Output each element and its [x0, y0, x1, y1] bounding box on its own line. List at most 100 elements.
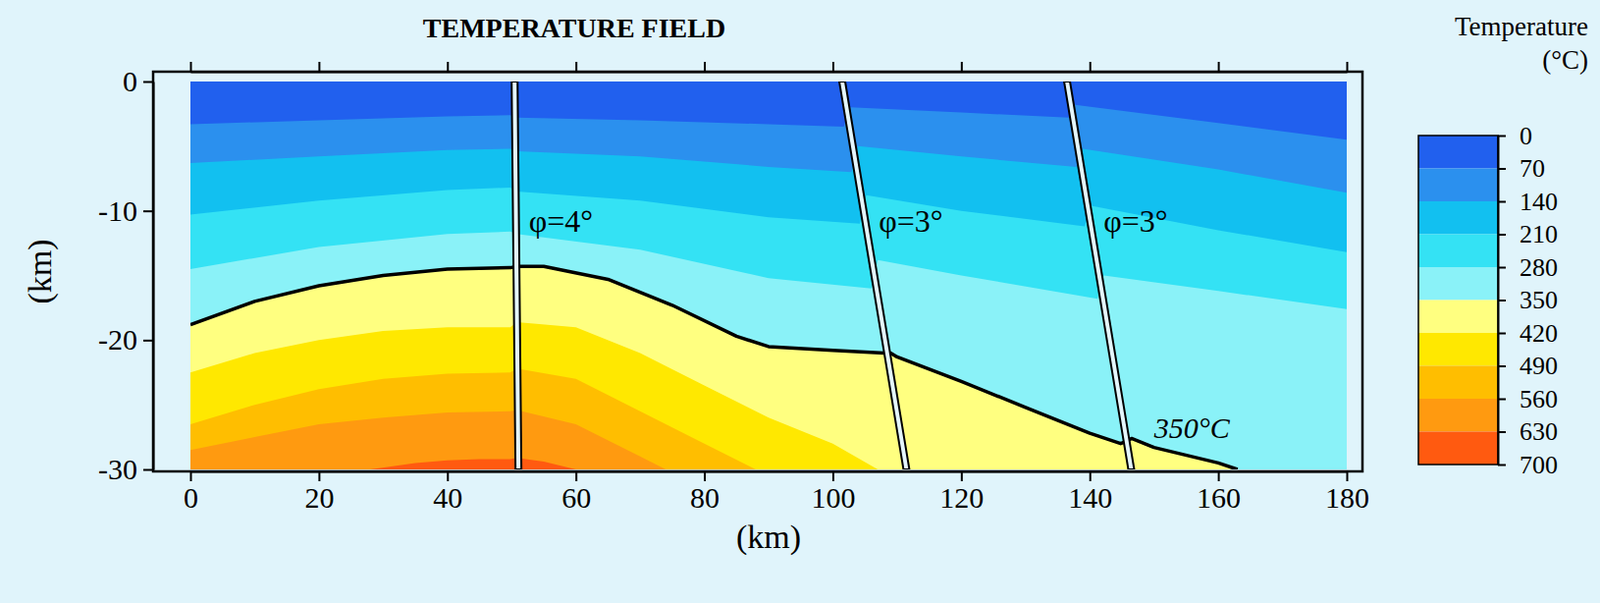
colorbar-band — [1418, 300, 1498, 334]
tick — [1089, 61, 1091, 72]
x-axis-top-line — [191, 71, 1348, 74]
y-axis: 0 -10 -20 -30 — [98, 64, 155, 485]
fault — [839, 81, 909, 470]
tick-label: 0 — [1519, 121, 1533, 151]
tick: 0 — [183, 471, 199, 514]
tick-mark — [190, 471, 193, 481]
tick — [190, 61, 192, 72]
tick: 140 — [1067, 471, 1113, 514]
tick-label: -20 — [98, 322, 138, 356]
tick-mark — [1497, 201, 1506, 204]
colorbar-band — [1418, 398, 1498, 432]
tick-label: 560 — [1519, 384, 1558, 414]
plot-frame — [153, 71, 1363, 472]
tick: 490 — [1497, 351, 1558, 380]
tick: 420 — [1497, 319, 1558, 348]
colorbar-title: Temperature — [1454, 11, 1589, 42]
y-axis-line — [153, 82, 156, 471]
fault — [511, 81, 522, 470]
tick-mark — [1089, 471, 1092, 481]
tick-mark — [1497, 266, 1506, 269]
fault-label: φ=3° — [878, 203, 943, 239]
tick-mark — [143, 339, 154, 342]
tick: 40 — [432, 471, 463, 514]
isotherm-label: 350°C — [1153, 411, 1231, 444]
tick: 630 — [1497, 417, 1558, 446]
tick-mark — [1497, 299, 1506, 302]
x-axis: 020406080100120140160180 — [183, 471, 1370, 514]
colorbar-band — [1418, 201, 1498, 235]
isotherm-band — [190, 321, 878, 470]
tick-mark — [318, 61, 320, 72]
tick — [832, 61, 834, 72]
colorbar-band — [1418, 332, 1498, 367]
chart-svg: φ=4°φ=3°φ=3°350°C02040608010012014016018… — [0, 0, 1600, 603]
colorbar-band — [1418, 366, 1498, 400]
tick: 0 — [1497, 121, 1533, 151]
tick-mark — [832, 471, 835, 481]
tick-mark — [190, 61, 193, 72]
tick-mark — [960, 61, 963, 72]
tick-mark — [960, 471, 963, 481]
tick-mark — [703, 471, 706, 481]
tick-label: 280 — [1519, 253, 1558, 282]
tick — [960, 61, 962, 72]
tick: 80 — [690, 471, 720, 514]
tick: 180 — [1325, 471, 1370, 514]
tick: -30 — [98, 452, 154, 485]
tick-mark — [575, 61, 578, 72]
tick-mark — [143, 210, 154, 213]
tick-mark — [318, 471, 320, 481]
tick: 60 — [561, 471, 591, 514]
base-band — [190, 81, 1347, 470]
isotherm-band — [190, 368, 756, 470]
tick-mark — [1497, 398, 1506, 401]
tick-mark — [832, 61, 835, 72]
x-axis-title: (km) — [736, 518, 801, 556]
isotherm-band — [190, 146, 1347, 470]
tick-label: 420 — [1519, 319, 1558, 348]
tick: 100 — [810, 471, 855, 514]
tick: 120 — [939, 471, 984, 514]
tick-label: 630 — [1519, 417, 1558, 446]
tick-mark — [1497, 430, 1506, 433]
tick-mark — [1497, 233, 1506, 236]
colorbar-frame — [1418, 135, 1498, 465]
tick-mark — [703, 61, 706, 72]
colorbar-axis: 070140210280350420490560630700 — [1497, 121, 1558, 480]
tick: 140 — [1497, 187, 1558, 216]
plot-area — [190, 81, 1347, 470]
tick-mark — [1497, 464, 1506, 467]
tick-mark — [1218, 61, 1221, 72]
isotherm-band — [370, 457, 576, 470]
tick-label: -10 — [98, 194, 138, 227]
colorbar-band — [1418, 234, 1498, 268]
tick-label: 0 — [183, 480, 199, 514]
isotherm-band — [190, 266, 1238, 470]
tick-mark — [1497, 365, 1506, 368]
tick: 0 — [122, 64, 154, 98]
tick: 160 — [1196, 471, 1241, 514]
tick-mark — [1497, 167, 1506, 170]
tick-mark — [1089, 61, 1092, 72]
tick: 560 — [1497, 384, 1558, 414]
tick-mark — [1497, 332, 1506, 335]
tick: 70 — [1497, 154, 1546, 183]
tick-mark — [1497, 135, 1506, 138]
tick-mark — [575, 471, 578, 481]
tick-label: 60 — [561, 480, 591, 514]
tick: -10 — [98, 194, 154, 227]
tick-label: 490 — [1519, 351, 1558, 380]
colorbar-band — [1418, 266, 1498, 301]
tick — [319, 61, 320, 72]
isotherm-band — [190, 409, 666, 470]
isotherm-band — [190, 231, 1347, 470]
tick-label: 80 — [690, 480, 720, 514]
tick-label: -30 — [98, 452, 138, 485]
tick-label: 140 — [1067, 480, 1113, 514]
tick: 280 — [1497, 253, 1558, 282]
colorbar-band — [1418, 431, 1498, 466]
tick-label: 0 — [122, 64, 138, 98]
tick-mark — [446, 471, 449, 481]
tick-label: 700 — [1519, 450, 1558, 480]
